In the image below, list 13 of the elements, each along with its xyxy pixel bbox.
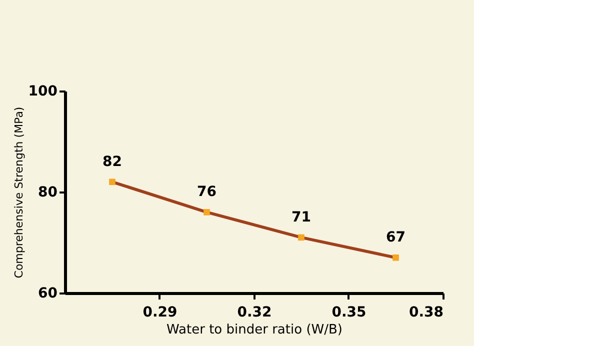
data-label: 71 (292, 209, 311, 226)
x-axis-title: Water to binder ratio (W/B) (166, 322, 342, 338)
x-tick-label: 0.35 (332, 304, 366, 320)
x-tick-label: 0.29 (142, 304, 178, 320)
data-label: 82 (102, 154, 122, 170)
x-tick-label: 0.38 (408, 304, 444, 320)
y-tick-label: 100 (28, 84, 58, 100)
y-tick-label: 80 (38, 184, 58, 200)
y-axis-title: Comprehensive Strength (MPa) (12, 106, 26, 278)
y-tick-label: 60 (38, 286, 58, 302)
data-label: 67 (386, 230, 406, 246)
x-tick-label: 0.32 (237, 304, 272, 320)
data-label: 76 (197, 184, 216, 200)
